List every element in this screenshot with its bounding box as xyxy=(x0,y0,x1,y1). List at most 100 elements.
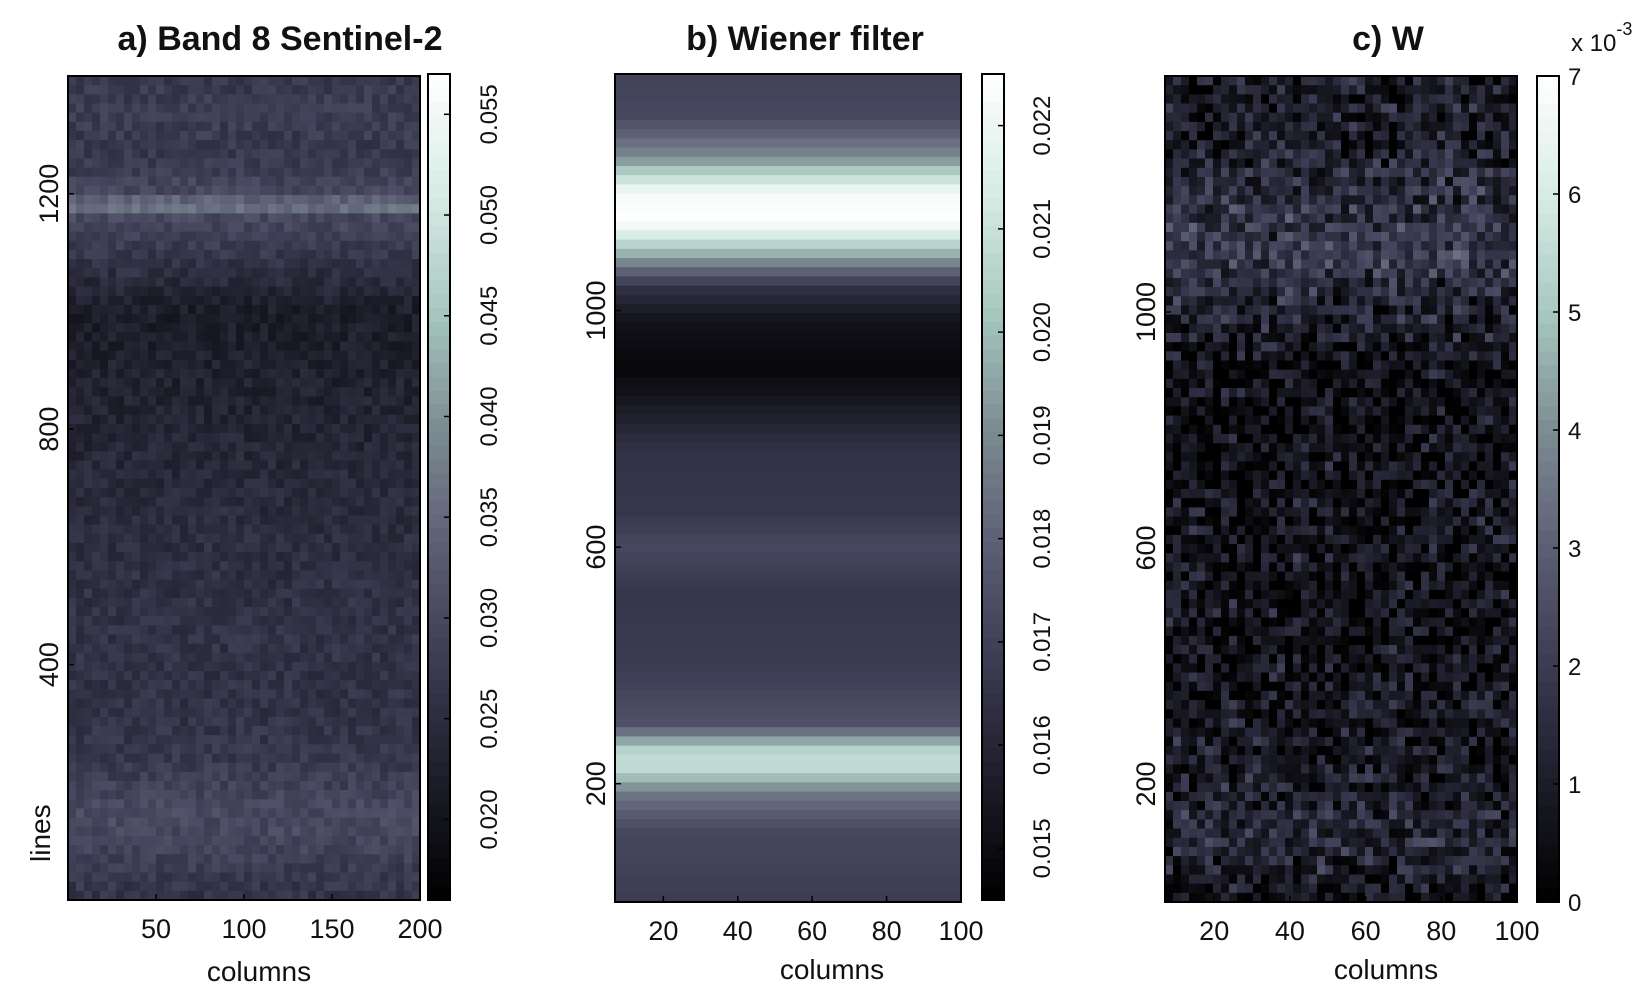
heatmap-cell xyxy=(116,359,125,370)
heatmap-cell xyxy=(204,826,213,837)
heatmap-cell xyxy=(332,698,341,709)
heatmap-cell xyxy=(124,94,133,105)
heatmap-cell xyxy=(204,780,213,791)
heatmap-cell xyxy=(316,872,325,883)
heatmap-cell xyxy=(300,76,309,86)
heatmap-cell xyxy=(388,149,397,159)
heatmap-cell xyxy=(615,736,962,747)
heatmap-cell xyxy=(68,817,77,828)
heatmap-cell xyxy=(1349,204,1358,215)
heatmap-cell xyxy=(332,808,341,819)
heatmap-cell xyxy=(292,497,301,507)
heatmap-cell xyxy=(396,744,405,755)
heatmap-cell xyxy=(172,167,181,178)
heatmap-cell xyxy=(1389,186,1398,196)
heatmap-cell xyxy=(252,597,261,608)
heatmap-cell xyxy=(68,414,77,425)
heatmap-cell xyxy=(92,469,101,480)
heatmap-cell xyxy=(404,616,413,626)
heatmap-cell xyxy=(1173,131,1182,141)
heatmap-cell xyxy=(228,680,237,691)
heatmap-cell xyxy=(132,176,141,187)
heatmap-cell xyxy=(236,524,245,535)
heatmap-cell xyxy=(1381,121,1390,132)
heatmap-cell xyxy=(108,652,117,663)
colorbar-tick-label: 0.018 xyxy=(1029,509,1056,569)
heatmap-cell xyxy=(212,561,221,571)
heatmap-cell xyxy=(300,616,309,626)
heatmap-cell xyxy=(1213,204,1222,215)
heatmap-cell xyxy=(1333,213,1342,224)
heatmap-cell xyxy=(388,185,397,196)
heatmap-cell xyxy=(308,167,317,178)
heatmap-cell xyxy=(212,799,221,810)
heatmap-cell xyxy=(388,570,397,581)
heatmap-cell xyxy=(68,845,77,855)
heatmap-cell xyxy=(615,662,962,673)
heatmap-cell xyxy=(1293,131,1302,141)
heatmap-cell xyxy=(1245,121,1254,132)
heatmap-cell xyxy=(308,716,317,727)
heatmap-cell xyxy=(412,762,421,773)
heatmap-cell xyxy=(124,780,133,791)
heatmap-cell xyxy=(340,780,349,791)
heatmap-cell xyxy=(244,85,253,95)
heatmap-cell xyxy=(164,790,173,800)
heatmap-cell xyxy=(292,204,301,214)
heatmap-cell xyxy=(212,423,221,434)
heatmap-cell xyxy=(364,634,373,645)
heatmap-cell xyxy=(116,478,125,489)
heatmap-cell xyxy=(284,835,293,846)
heatmap-cell xyxy=(228,167,237,178)
colorbar-tick-label: 0.035 xyxy=(476,487,503,547)
heatmap-cell xyxy=(324,753,333,764)
heatmap-cell xyxy=(380,368,389,379)
heatmap-cell xyxy=(212,616,221,626)
colorbar-segment xyxy=(982,748,1004,763)
heatmap-cell xyxy=(396,890,405,901)
heatmap-cell xyxy=(84,442,93,452)
heatmap-cell xyxy=(1509,149,1518,160)
heatmap-cell xyxy=(164,780,173,791)
heatmap-cell xyxy=(268,817,277,828)
heatmap-cell xyxy=(188,323,197,333)
heatmap-cell xyxy=(404,249,413,260)
heatmap-cell xyxy=(116,890,125,901)
heatmap-cell xyxy=(188,826,197,837)
heatmap-cell xyxy=(308,176,317,187)
heatmap-cell xyxy=(308,561,317,571)
heatmap-cell xyxy=(364,506,373,517)
heatmap-cell xyxy=(148,561,157,571)
heatmap-cell xyxy=(340,542,349,553)
heatmap-cell xyxy=(388,863,397,874)
heatmap-cell xyxy=(76,689,85,700)
heatmap-cell xyxy=(364,85,373,95)
heatmap-cell xyxy=(108,707,117,718)
heatmap-cell xyxy=(396,817,405,828)
heatmap-cell xyxy=(1365,186,1374,196)
heatmap-cell xyxy=(116,835,125,846)
heatmap-cell xyxy=(1229,121,1238,132)
heatmap-cell xyxy=(615,561,962,572)
heatmap-cell xyxy=(1261,85,1270,95)
heatmap-cell xyxy=(1197,94,1206,105)
heatmap-cell xyxy=(404,808,413,819)
heatmap-cell xyxy=(1205,112,1214,123)
heatmap-cell xyxy=(364,158,373,169)
heatmap-cell xyxy=(404,890,413,901)
heatmap-cell xyxy=(1405,167,1414,178)
heatmap-cell xyxy=(308,616,317,626)
heatmap-cell xyxy=(108,533,117,544)
heatmap-cell xyxy=(284,195,293,205)
heatmap-cell xyxy=(276,268,285,279)
heatmap-cell xyxy=(156,716,165,727)
heatmap-cell xyxy=(132,277,141,288)
heatmap-cell xyxy=(196,414,205,425)
heatmap-cell xyxy=(124,808,133,819)
heatmap-cell xyxy=(188,277,197,288)
heatmap-cell xyxy=(615,791,962,802)
heatmap-cell xyxy=(332,112,341,123)
heatmap-cell xyxy=(172,790,181,800)
heatmap-cell xyxy=(292,799,301,810)
